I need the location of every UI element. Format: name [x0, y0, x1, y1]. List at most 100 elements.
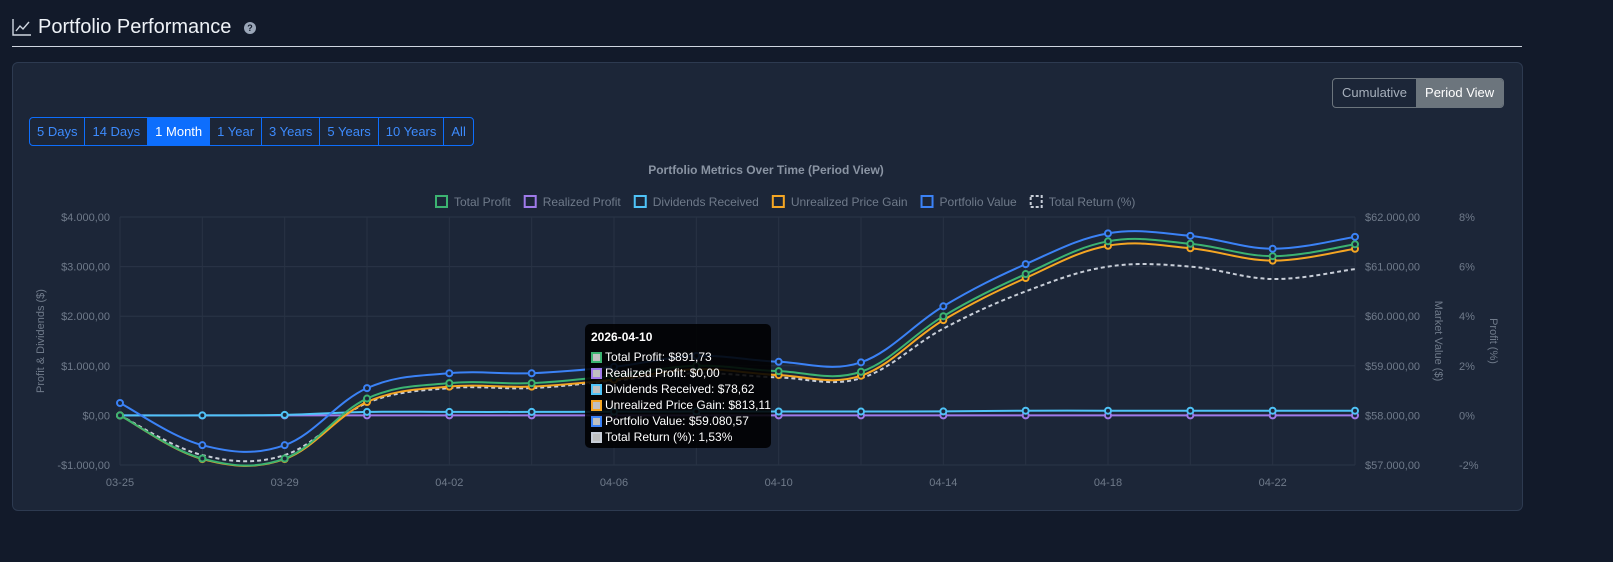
- view-cumulative-button[interactable]: Cumulative: [1342, 85, 1408, 100]
- data-point-total-profit: [1021, 270, 1030, 279]
- x-tick-label: 04-22: [1259, 477, 1287, 489]
- data-point-dividends-received: [774, 407, 783, 416]
- y-right-value-tick-label: $62.000,00: [1365, 212, 1420, 224]
- range-1-year-button[interactable]: 1 Year: [210, 118, 263, 145]
- data-point-dividends-received: [363, 407, 371, 416]
- line-chart-icon: [12, 19, 31, 36]
- x-tick-label: 04-10: [765, 477, 793, 489]
- range-14-days-button[interactable]: 14 Days: [85, 118, 149, 145]
- data-point-dividends-received: [939, 407, 948, 416]
- data-point-total-profit: [939, 312, 948, 321]
- y-left-tick-label: $3.000,00: [61, 262, 110, 274]
- tooltip-row-text: Total Return (%): 1,53%: [605, 430, 733, 444]
- y-right-pct-axis-label: Profit (%): [1487, 318, 1499, 364]
- data-point-total-profit: [1351, 240, 1359, 249]
- y-right-value-tick-label: $59.000,00: [1365, 361, 1420, 373]
- view-toggle: Cumulative Period View: [1332, 78, 1505, 108]
- data-point-portfolio-value: [1104, 229, 1112, 238]
- page-title: Portfolio Performance: [38, 16, 232, 38]
- tooltip-row: Total Return (%): 1,53%: [591, 430, 732, 444]
- y-right-value-tick-label: $61.000,00: [1365, 262, 1420, 274]
- data-point-dividends-received: [857, 407, 865, 416]
- data-point-portfolio-value: [116, 399, 124, 407]
- data-point-portfolio-value: [1351, 232, 1359, 241]
- range-all-button[interactable]: All: [451, 124, 466, 139]
- data-point-total-profit: [280, 454, 289, 463]
- data-point-total-profit: [198, 454, 207, 463]
- y-left-tick-label: $0,00: [82, 410, 110, 422]
- legend-swatch: [435, 195, 448, 208]
- data-point-dividends-received: [1104, 406, 1112, 415]
- tooltip-swatch: [591, 367, 602, 379]
- legend-label: Total Return (%): [1049, 195, 1136, 209]
- data-point-dividends-received: [527, 407, 536, 416]
- data-point-dividends-received: [1351, 406, 1359, 415]
- tooltip-swatch: [591, 399, 602, 411]
- data-point-dividends-received: [1186, 406, 1195, 415]
- legend-label: Portfolio Value: [940, 195, 1017, 209]
- range-5-years-button[interactable]: 5 Years: [320, 118, 379, 145]
- legend-swatch: [771, 195, 785, 208]
- range-1-month-button[interactable]: 1 Month: [148, 118, 211, 145]
- range-selector: 5 Days 14 Days 1 Month 1 Year 3 Years 5 Years…: [29, 117, 474, 146]
- tooltip-row-text: Dividends Received: $78,62: [605, 382, 755, 396]
- y-left-tick-label: -$1.000,00: [57, 460, 110, 472]
- data-point-portfolio-value: [1021, 260, 1030, 269]
- tooltip-row: Dividends Received: $78,62: [591, 382, 754, 396]
- y-right-pct-tick-label: 4%: [1459, 311, 1475, 323]
- range-10-years-button[interactable]: 10 Years: [379, 118, 445, 145]
- data-point-portfolio-value: [857, 358, 865, 367]
- data-point-total-profit: [1268, 252, 1277, 261]
- y-right-value-tick-label: $60.000,00: [1365, 311, 1420, 323]
- data-point-dividends-received: [1021, 406, 1030, 415]
- data-point-dividends-received: [445, 407, 454, 416]
- range-5-days-button[interactable]: 5 Days: [30, 118, 86, 145]
- legend-label: Total Profit: [454, 195, 511, 209]
- tooltip-swatch: [591, 431, 602, 443]
- tooltip-row: Portfolio Value: $59.080,57: [591, 414, 749, 428]
- y-left-tick-label: $2.000,00: [61, 311, 110, 323]
- data-point-dividends-received: [280, 410, 289, 419]
- x-tick-label: 04-18: [1094, 477, 1122, 489]
- tooltip-title: 2026-04-10: [591, 330, 653, 344]
- tooltip-swatch: [591, 351, 602, 363]
- data-point-portfolio-value: [1186, 231, 1195, 240]
- legend-swatch: [523, 195, 537, 208]
- page-header: Portfolio Performance ?: [12, 14, 1522, 47]
- y-right-pct-tick-label: 0%: [1459, 410, 1475, 422]
- y-right-value-tick-label: $58.000,00: [1365, 410, 1420, 422]
- data-point-portfolio-value: [1268, 244, 1277, 253]
- chart-title: Portfolio Metrics Over Time (Period View…: [648, 163, 884, 177]
- y-left-tick-label: $1.000,00: [61, 361, 110, 373]
- data-point-total-profit: [1186, 239, 1195, 248]
- y-right-value-tick-label: $57.000,00: [1365, 460, 1420, 472]
- tooltip-row: Unrealized Price Gain: $813,11: [591, 398, 771, 412]
- range-3-years-button[interactable]: 3 Years: [262, 118, 321, 145]
- legend-label: Realized Profit: [543, 195, 622, 209]
- tooltip-row: Total Profit: $891,73: [591, 350, 712, 364]
- tooltip-row-text: Portfolio Value: $59.080,57: [605, 414, 749, 428]
- view-period-view-button[interactable]: Period View: [1416, 79, 1504, 107]
- y-right-value-axis-label: Market Value ($): [1432, 301, 1444, 382]
- data-point-portfolio-value: [445, 369, 454, 378]
- tooltip-row-text: Realized Profit: $0,00: [605, 366, 720, 380]
- data-point-dividends-received: [198, 411, 207, 420]
- y-left-tick-label: $4.000,00: [61, 212, 110, 224]
- help-icon[interactable]: ?: [244, 22, 256, 34]
- data-point-portfolio-value: [280, 441, 289, 450]
- x-tick-label: 04-02: [435, 477, 463, 489]
- data-point-total-profit: [445, 379, 454, 388]
- tooltip-row-text: Unrealized Price Gain: $813,11: [605, 398, 771, 412]
- data-point-portfolio-value: [774, 357, 783, 366]
- data-point-total-profit: [1104, 237, 1112, 246]
- data-point-portfolio-value: [198, 441, 207, 450]
- data-point-total-profit: [527, 379, 536, 388]
- data-point-total-profit: [363, 394, 371, 403]
- x-tick-label: 04-14: [929, 477, 957, 489]
- y-right-pct-tick-label: -2%: [1459, 460, 1479, 472]
- data-point-total-profit: [857, 367, 865, 376]
- legend-swatch: [633, 195, 647, 208]
- legend-label: Unrealized Price Gain: [791, 195, 908, 209]
- x-tick-label: 03-25: [106, 477, 134, 489]
- tooltip-row-text: Total Profit: $891,73: [605, 350, 712, 364]
